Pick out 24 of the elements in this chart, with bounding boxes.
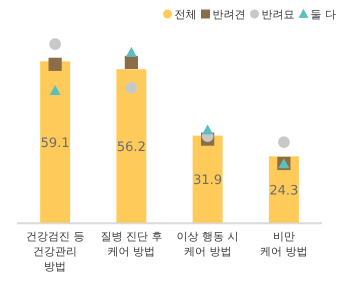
data-label: 31.9 (193, 173, 222, 188)
legend-label: 반려묘 (262, 8, 294, 21)
data-label: 24.3 (269, 184, 298, 199)
point (50, 85, 61, 96)
bar (192, 136, 223, 223)
data-label: 59.1 (40, 136, 70, 152)
point (126, 82, 138, 94)
point (126, 46, 137, 57)
x-tick-label: 건강검진 등 건강관리 방법 (26, 230, 84, 273)
point (278, 136, 290, 148)
point (49, 38, 61, 50)
bar (268, 156, 299, 223)
legend-label: 전체 (174, 8, 196, 21)
bar (116, 69, 146, 223)
point (202, 124, 214, 134)
data-label: 56.2 (116, 140, 146, 155)
x-tick-label: 질병 진단 후 케어 방법 (100, 230, 162, 258)
x-tick-label: 이상 행동 시 케어 방법 (176, 230, 239, 258)
legend-label: 둘 다 (310, 8, 336, 21)
legend-label: 반려견 (212, 8, 246, 21)
point (124, 56, 138, 70)
point (48, 58, 62, 71)
x-tick-label: 비만 케어 방법 (260, 230, 308, 258)
bar (40, 61, 70, 223)
